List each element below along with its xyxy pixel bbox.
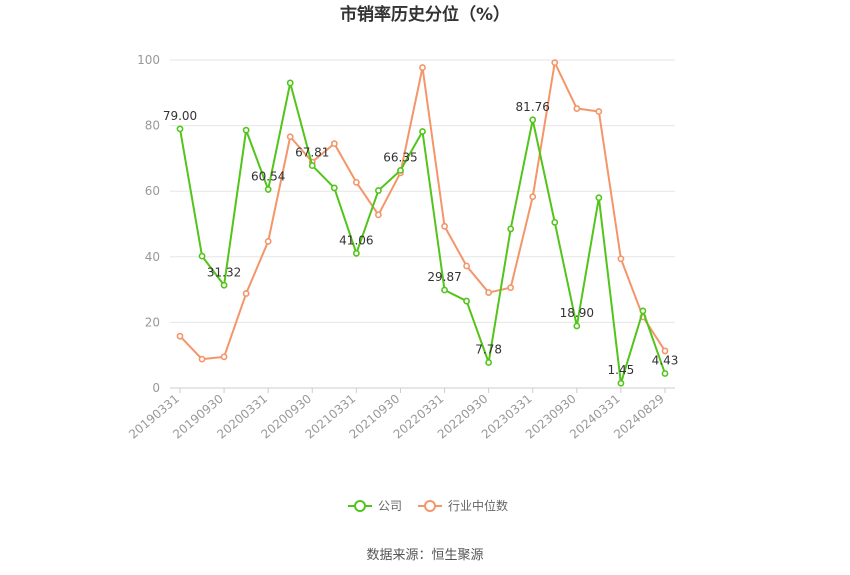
data-point bbox=[463, 262, 470, 270]
data-point bbox=[330, 140, 338, 148]
data-point bbox=[375, 187, 382, 194]
y-tick-label: 20 bbox=[145, 315, 160, 329]
y-tick-label: 80 bbox=[145, 119, 160, 133]
data-point bbox=[352, 178, 360, 186]
data-label: 41.06 bbox=[339, 233, 373, 247]
legend-swatch-marker bbox=[354, 500, 366, 512]
data-label: 60.54 bbox=[251, 169, 285, 183]
data-point bbox=[242, 126, 250, 134]
data-point bbox=[485, 359, 493, 366]
legend-swatch-marker bbox=[424, 500, 436, 512]
data-point bbox=[264, 186, 272, 193]
data-point bbox=[617, 379, 625, 387]
series-line-0 bbox=[179, 81, 666, 385]
data-point bbox=[441, 286, 448, 294]
data-point bbox=[595, 194, 603, 202]
y-tick-label: 60 bbox=[145, 184, 160, 198]
y-axis: 0 20 40 60 80 100 bbox=[137, 53, 160, 395]
data-point bbox=[661, 370, 669, 377]
data-point bbox=[308, 162, 316, 169]
data-point bbox=[176, 332, 184, 340]
data-point bbox=[507, 284, 515, 292]
data-point bbox=[286, 79, 294, 87]
data-point bbox=[397, 166, 404, 174]
x-axis: 2019033120190930202003312020093020210331… bbox=[126, 388, 667, 442]
data-point bbox=[242, 290, 250, 297]
data-point bbox=[661, 347, 669, 355]
data-point bbox=[441, 222, 448, 230]
data-point bbox=[198, 252, 206, 260]
data-point bbox=[176, 125, 184, 133]
data-point bbox=[198, 355, 206, 363]
data-label: 7.78 bbox=[475, 342, 502, 356]
data-point bbox=[551, 218, 559, 226]
data-point bbox=[264, 237, 272, 245]
data-labels: 79.00 31.32 60.54 67.81 41.06 66.35 29.87 7.78 8… bbox=[163, 100, 679, 377]
data-point bbox=[617, 255, 625, 263]
legend-label: 公司 bbox=[378, 499, 402, 513]
grid-lines bbox=[170, 59, 675, 389]
y-tick-label: 0 bbox=[152, 381, 160, 395]
data-point bbox=[639, 307, 647, 315]
data-point bbox=[529, 116, 537, 124]
series-group bbox=[176, 59, 669, 387]
data-label: 18.90 bbox=[560, 306, 594, 320]
data-point bbox=[330, 184, 338, 192]
data-point bbox=[551, 59, 559, 67]
data-label: 79.00 bbox=[163, 109, 197, 123]
data-point bbox=[463, 297, 470, 305]
chart-title: 市销率历史分位（%） bbox=[340, 4, 510, 25]
data-label: 29.87 bbox=[427, 270, 461, 284]
source-note: 数据来源：恒生聚源 bbox=[366, 548, 483, 563]
data-label: 4.43 bbox=[652, 353, 679, 367]
legend[interactable]: 公司 行业中位数 bbox=[348, 498, 508, 513]
data-label: 1.45 bbox=[608, 363, 635, 377]
data-point bbox=[375, 211, 382, 219]
data-point bbox=[220, 353, 228, 361]
data-point bbox=[595, 108, 603, 115]
legend-label: 行业中位数 bbox=[448, 498, 508, 513]
y-tick-label: 40 bbox=[145, 250, 160, 264]
data-point bbox=[286, 133, 294, 141]
data-point bbox=[220, 281, 228, 289]
data-label: 31.32 bbox=[207, 265, 241, 279]
data-label: 66.35 bbox=[383, 150, 417, 164]
data-point bbox=[529, 193, 537, 201]
data-label: 81.76 bbox=[516, 100, 550, 114]
data-label: 67.81 bbox=[295, 146, 329, 160]
data-point bbox=[352, 249, 360, 257]
data-point bbox=[419, 64, 426, 71]
data-point bbox=[485, 289, 493, 296]
y-tick-label: 100 bbox=[137, 53, 160, 67]
data-point bbox=[573, 105, 581, 112]
data-point bbox=[419, 128, 426, 135]
data-point bbox=[573, 322, 581, 330]
data-point bbox=[507, 225, 515, 233]
